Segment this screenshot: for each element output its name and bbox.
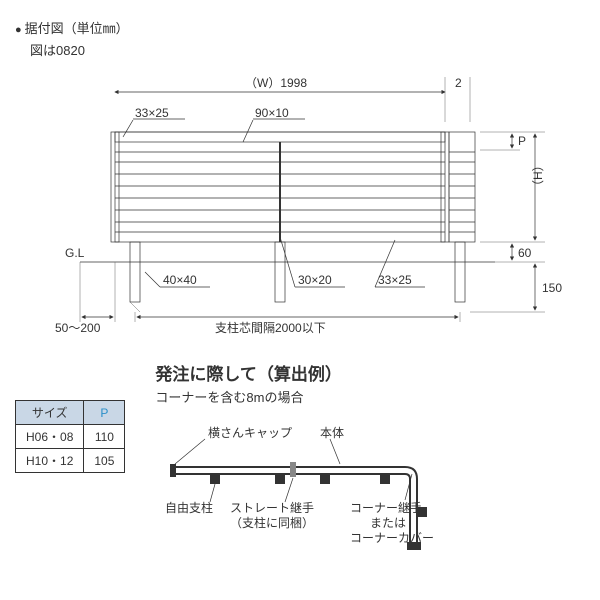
th-size: サイズ xyxy=(16,401,84,425)
cell-r1c1: 105 xyxy=(84,449,125,473)
lbl-cap: 横さんキャップ xyxy=(208,426,292,440)
order-heading: 発注に際して（算出例） xyxy=(155,360,495,385)
dim-40x40: 40×40 xyxy=(163,273,197,287)
order-sub: コーナーを含む8mの場合 xyxy=(155,387,495,406)
dim-33x25-top: 33×25 xyxy=(135,106,169,120)
lbl-straight: ストレート継手 xyxy=(230,500,314,515)
lbl-corner2: または xyxy=(370,516,406,530)
title-unit: 据付図（単位㎜） xyxy=(15,18,585,37)
order-diagram: 横さんキャップ 本体 自由支柱 ストレート継手 （支柱に同梱） コーナー継手 ま… xyxy=(155,412,495,562)
cell-r1c0: H10・12 xyxy=(16,449,84,473)
dim-gap2: 2 xyxy=(455,76,462,90)
lbl-corner: コーナー継手 xyxy=(350,500,422,515)
dim-90x10: 90×10 xyxy=(255,106,289,120)
dim-33x25-bot: 33×25 xyxy=(378,273,412,287)
lbl-straight2: （支柱に同梱） xyxy=(230,515,314,530)
dim-H: （H） xyxy=(531,159,545,192)
dim-P: P xyxy=(518,134,526,148)
lbl-body: 本体 xyxy=(320,426,344,440)
dim-50-200: 50～200 xyxy=(55,321,101,335)
dim-pitch: 支柱芯間隔2000以下 xyxy=(215,320,326,335)
th-P: P xyxy=(84,401,125,425)
dim-150: 150 xyxy=(542,281,562,295)
cell-r0c0: H06・08 xyxy=(16,425,84,449)
lbl-post: 自由支柱 xyxy=(165,500,213,515)
dim-W: （W）1998 xyxy=(245,76,307,90)
title-model: 図は0820 xyxy=(30,40,585,59)
dim-60: 60 xyxy=(518,246,532,260)
dim-30x20: 30×20 xyxy=(298,273,332,287)
size-table: サイズ P H06・08 110 H10・12 105 xyxy=(15,400,125,473)
label-GL: G.L xyxy=(65,246,85,260)
cell-r0c1: 110 xyxy=(84,425,125,449)
fence-body xyxy=(111,132,475,242)
installation-drawing: （W）1998 2 33×25 90×10 xyxy=(15,62,585,352)
lbl-corner3: コーナーカバー xyxy=(350,531,434,545)
